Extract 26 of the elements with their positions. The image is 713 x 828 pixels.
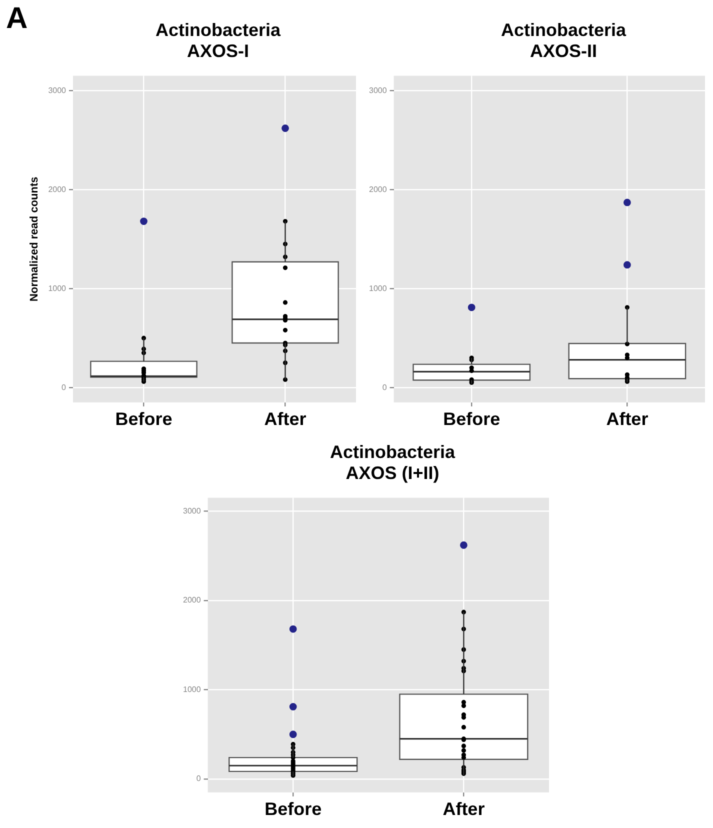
y-tick-label: 1000 — [183, 684, 202, 694]
y-tick-label: 1000 — [369, 284, 388, 293]
y-tick-label: 2000 — [48, 184, 67, 194]
x-tick-label: After — [442, 799, 485, 820]
y-tick-label: 2000 — [183, 596, 202, 605]
y-tick-label: 1000 — [48, 284, 67, 293]
x-tick-label: After — [264, 409, 306, 430]
x-tick-label: Before — [264, 799, 322, 820]
y-tick-label: 3000 — [48, 86, 67, 95]
y-tick-label: 0 — [382, 382, 388, 392]
chart-subtitle: AXOS-I — [186, 41, 250, 62]
chart-subtitle: AXOS-II — [528, 41, 598, 62]
y-tick-label: 2000 — [369, 184, 388, 194]
y-tick-label: 0 — [62, 382, 67, 392]
x-tick-label: Before — [443, 409, 500, 430]
chart-title: Actinobacteria — [154, 20, 282, 41]
x-tick-label: Before — [115, 409, 172, 430]
text: A — [6, 2, 28, 36]
chart-subtitle: AXOS (I+II) — [344, 463, 440, 484]
y-tick-label: 3000 — [183, 506, 202, 516]
x-tick-label: After — [606, 409, 648, 430]
y-axis-title: Normalized read counts — [28, 176, 41, 302]
chart-title: Actinobacteria — [500, 20, 628, 41]
y-tick-label: 3000 — [369, 86, 388, 95]
chart-title: Actinobacteria — [328, 442, 456, 463]
y-tick-label: 0 — [196, 774, 202, 784]
